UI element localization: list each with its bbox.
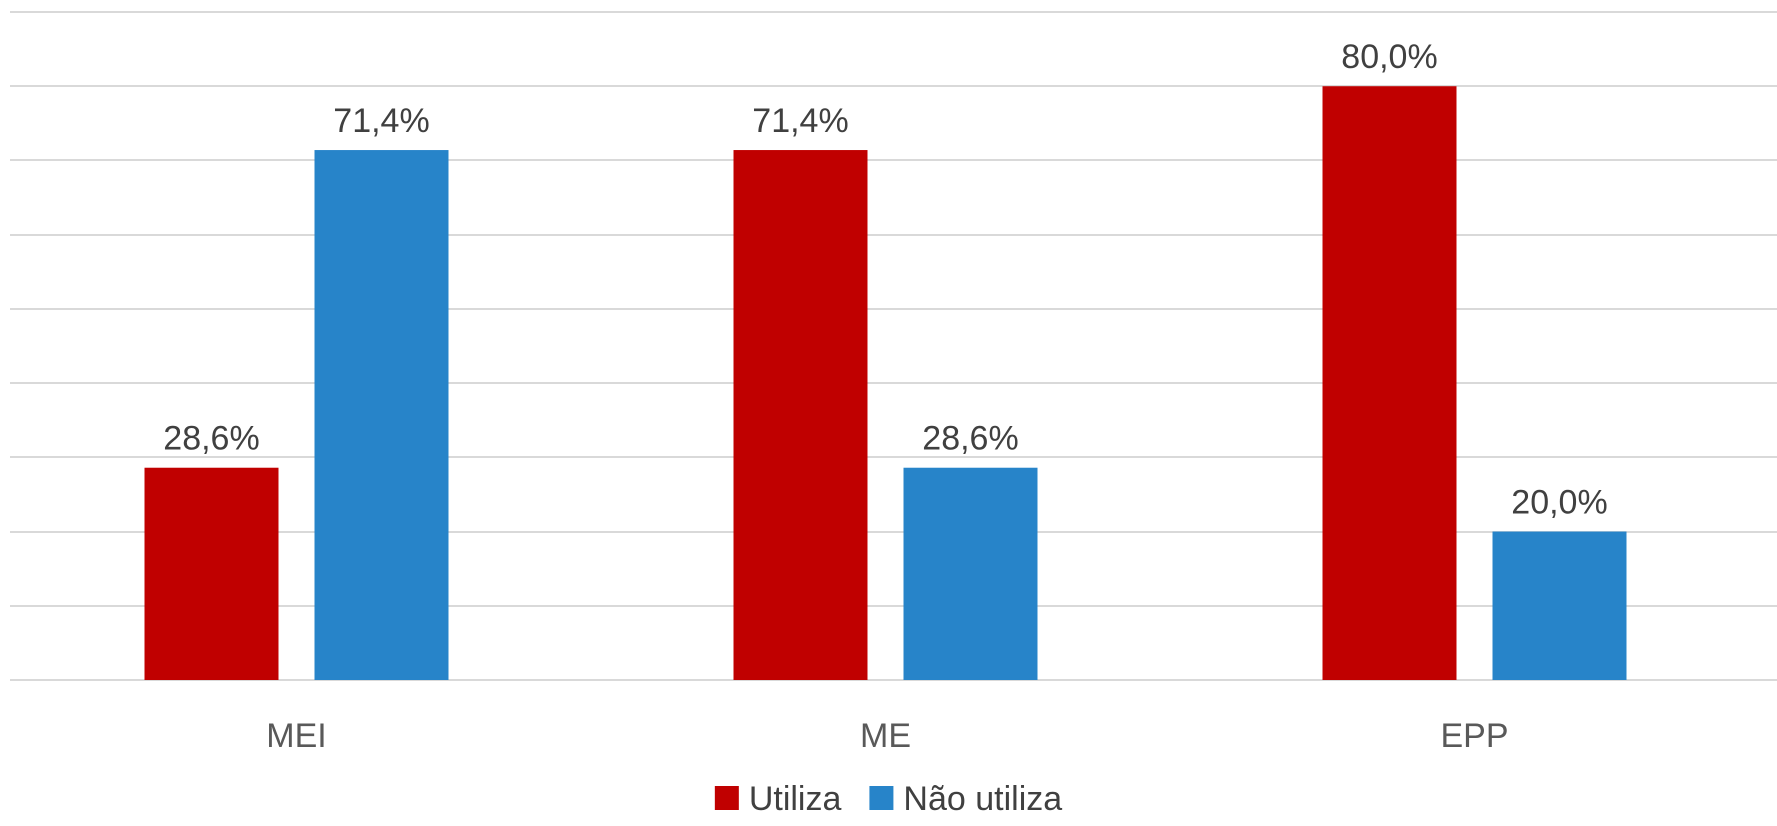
legend-item: Não utiliza: [869, 780, 1062, 818]
bars: [144, 86, 1627, 680]
bar-epp-nao-utiliza: [1492, 531, 1627, 680]
category-label: MEI: [266, 717, 326, 755]
data-label: 80,0%: [1341, 38, 1437, 76]
legend-label: Não utiliza: [903, 780, 1062, 818]
bar-epp-utiliza: [1322, 86, 1457, 680]
legend-swatch: [869, 786, 894, 810]
bar-me-utiliza: [733, 150, 868, 680]
data-label: 71,4%: [752, 102, 848, 140]
bar-me-nao-utiliza: [903, 467, 1038, 680]
category-label: ME: [860, 717, 911, 755]
data-label: 71,4%: [333, 102, 429, 140]
bar-mei-utiliza: [144, 467, 279, 680]
category-axis: MEI ME EPP: [266, 717, 1508, 755]
data-label: 28,6%: [922, 420, 1018, 458]
legend: Utiliza Não utiliza: [714, 780, 1062, 818]
legend-item: Utiliza: [714, 780, 842, 818]
data-labels: 28,6% 71,4% 71,4% 28,6% 80,0% 20,0%: [163, 38, 1607, 521]
legend-swatch: [714, 786, 739, 810]
data-label: 20,0%: [1511, 484, 1607, 522]
data-label: 28,6%: [163, 420, 259, 458]
legend-label: Utiliza: [749, 780, 842, 818]
gridlines: [10, 11, 1777, 681]
bar-mei-nao-utiliza: [314, 150, 449, 680]
category-label: EPP: [1440, 717, 1508, 755]
